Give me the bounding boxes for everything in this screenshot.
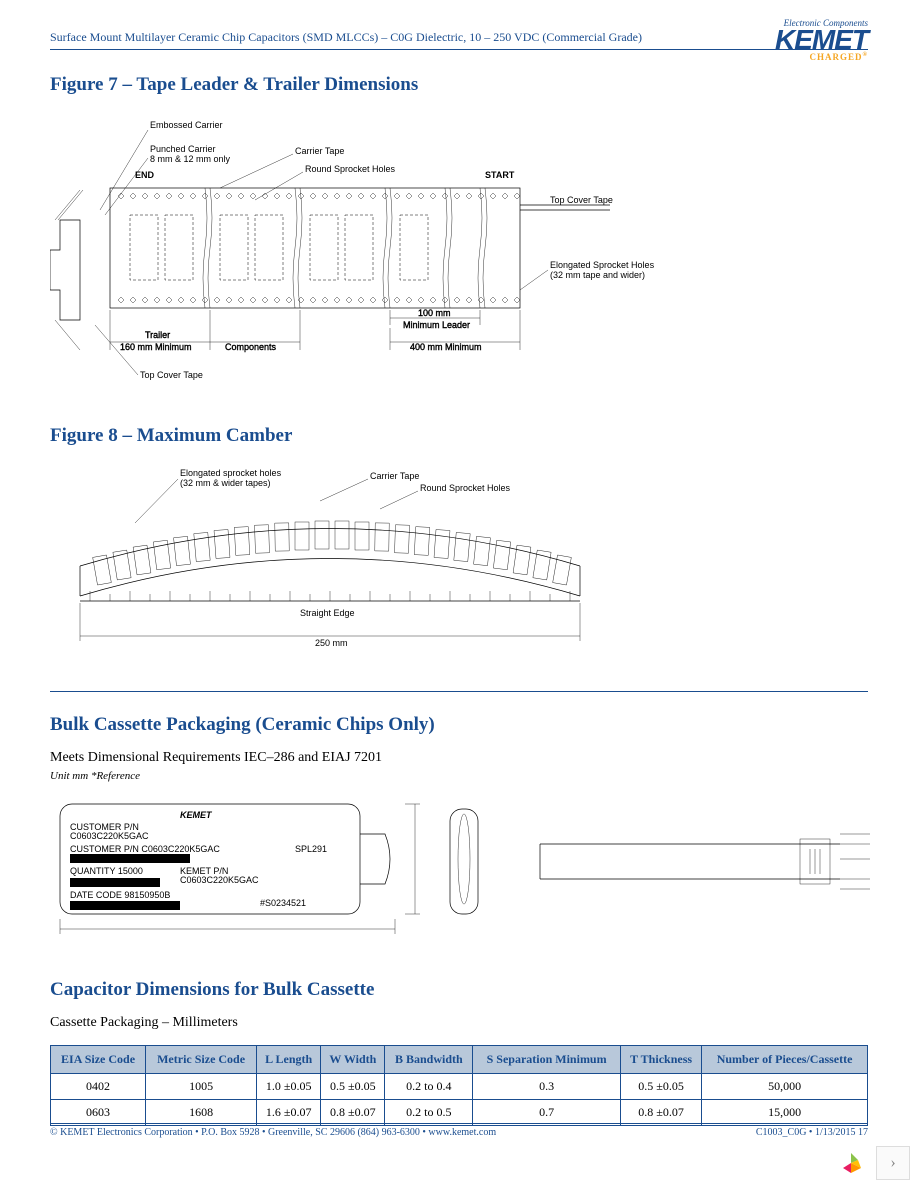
col-metric: Metric Size Code <box>146 1046 257 1074</box>
col-length: L Length <box>257 1046 321 1074</box>
cell: 0603 <box>51 1100 146 1126</box>
bulk-note: Unit mm *Reference <box>50 770 868 782</box>
cell: 0.7 <box>473 1100 621 1126</box>
label-punched-1: Punched Carrier <box>150 144 216 154</box>
figure7-diagram: Embossed Carrier Punched Carrier 8 mm & … <box>50 110 868 395</box>
document-title: Surface Mount Multilayer Ceramic Chip Ca… <box>50 30 642 45</box>
cell: 0.5 ±0.05 <box>620 1074 701 1100</box>
bulk-title: Bulk Cassette Packaging (Ceramic Chips O… <box>50 714 868 736</box>
cell: 1.6 ±0.07 <box>257 1100 321 1126</box>
cell: 0.8 ±0.07 <box>620 1100 701 1126</box>
cass-brand: KEMET <box>180 810 213 820</box>
f8-round: Round Sprocket Holes <box>420 483 511 493</box>
cell: 0.3 <box>473 1074 621 1100</box>
label-100mm: 100 mm <box>418 308 451 318</box>
col-eia: EIA Size Code <box>51 1046 146 1074</box>
label-top-cover-l: Top Cover Tape <box>140 370 203 380</box>
cell: 0402 <box>51 1074 146 1100</box>
cell: 15,000 <box>702 1100 868 1126</box>
section-divider <box>50 691 868 692</box>
f8-straight: Straight Edge <box>300 608 355 618</box>
table-row: 0603 1608 1.6 ±0.07 0.8 ±0.07 0.2 to 0.5… <box>51 1100 868 1126</box>
cell: 1608 <box>146 1100 257 1126</box>
dimensions-table: EIA Size Code Metric Size Code L Length … <box>50 1045 868 1126</box>
figure7-title: Figure 7 – Tape Leader & Trailer Dimensi… <box>50 74 868 96</box>
label-top-cover-r: Top Cover Tape <box>550 195 613 205</box>
label-round-holes: Round Sprocket Holes <box>305 164 396 174</box>
label-elong-2: (32 mm tape and wider) <box>550 270 645 280</box>
table-row: 0402 1005 1.0 ±0.05 0.5 ±0.05 0.2 to 0.4… <box>51 1074 868 1100</box>
viewer-logo-icon <box>834 1146 868 1180</box>
barcode-1 <box>70 854 190 863</box>
label-start: START <box>485 170 515 180</box>
cass-date: DATE CODE 98150950B <box>70 890 170 900</box>
col-bandwidth: B Bandwidth <box>385 1046 473 1074</box>
next-page-button[interactable]: › <box>876 1146 910 1180</box>
label-punched-2: 8 mm & 12 mm only <box>150 154 231 164</box>
logo-name: KEMET <box>775 28 868 52</box>
bulk-subtitle: Meets Dimensional Requirements IEC–286 a… <box>50 750 868 766</box>
dims-subtitle: Cassette Packaging – Millimeters <box>50 1015 868 1031</box>
label-trailer-2: 160 mm Minimum <box>120 342 192 352</box>
label-elong-1: Elongated Sprocket Holes <box>550 260 655 270</box>
col-thickness: T Thickness <box>620 1046 701 1074</box>
figure8-title: Figure 8 – Maximum Camber <box>50 425 868 447</box>
dims-title: Capacitor Dimensions for Bulk Cassette <box>50 979 868 1001</box>
cell: 0.2 to 0.4 <box>385 1074 473 1100</box>
label-end: END <box>135 170 155 180</box>
col-separation: S Separation Minimum <box>473 1046 621 1074</box>
f8-250mm: 250 mm <box>315 638 348 648</box>
cell: 0.8 ±0.07 <box>321 1100 385 1126</box>
viewer-nav: › <box>834 1146 910 1180</box>
cell: 50,000 <box>702 1074 868 1100</box>
cass-kpn: C0603C220K5GAC <box>180 875 259 885</box>
chevron-right-icon: › <box>890 1154 895 1172</box>
col-width: W Width <box>321 1046 385 1074</box>
label-carrier-tape: Carrier Tape <box>295 146 344 156</box>
footer-left: © KEMET Electronics Corporation • P.O. B… <box>50 1127 496 1138</box>
cass-lot: #S0234521 <box>260 898 306 908</box>
f8-carrier: Carrier Tape <box>370 471 419 481</box>
barcode-2 <box>70 878 160 887</box>
cell: 0.2 to 0.5 <box>385 1100 473 1126</box>
f8-elong-1: Elongated sprocket holes <box>180 468 282 478</box>
cass-spl: SPL291 <box>295 844 327 854</box>
brand-logo: Electronic Components KEMET CHARGED® <box>775 18 868 62</box>
barcode-3 <box>70 901 180 910</box>
col-pieces: Number of Pieces/Cassette <box>702 1046 868 1074</box>
label-components: Components <box>225 342 277 352</box>
page-footer: © KEMET Electronics Corporation • P.O. B… <box>50 1123 868 1138</box>
figure8-diagram: Elongated sprocket holes (32 mm & wider … <box>50 461 868 661</box>
label-trailer: Trailer <box>145 330 170 340</box>
label-embossed: Embossed Carrier <box>150 120 223 130</box>
cell: 1.0 ±0.05 <box>257 1074 321 1100</box>
cass-qty: QUANTITY 15000 <box>70 866 143 876</box>
cell: 0.5 ±0.05 <box>321 1074 385 1100</box>
cass-custpn: C0603C220K5GAC <box>70 831 149 841</box>
cass-custpn2-lbl: CUSTOMER P/N C0603C220K5GAC <box>70 844 220 854</box>
label-400mm: 400 mm Minimum <box>410 342 482 352</box>
f8-elong-2: (32 mm & wider tapes) <box>180 478 271 488</box>
footer-right: C1003_C0G • 1/13/2015 17 <box>756 1127 868 1138</box>
cell: 1005 <box>146 1074 257 1100</box>
label-min-leader: Minimum Leader <box>403 320 470 330</box>
table-header-row: EIA Size Code Metric Size Code L Length … <box>51 1046 868 1074</box>
bulk-cassette-diagram: KEMET CUSTOMER P/N C0603C220K5GAC CUSTOM… <box>50 794 868 949</box>
document-header: Surface Mount Multilayer Ceramic Chip Ca… <box>50 30 868 50</box>
